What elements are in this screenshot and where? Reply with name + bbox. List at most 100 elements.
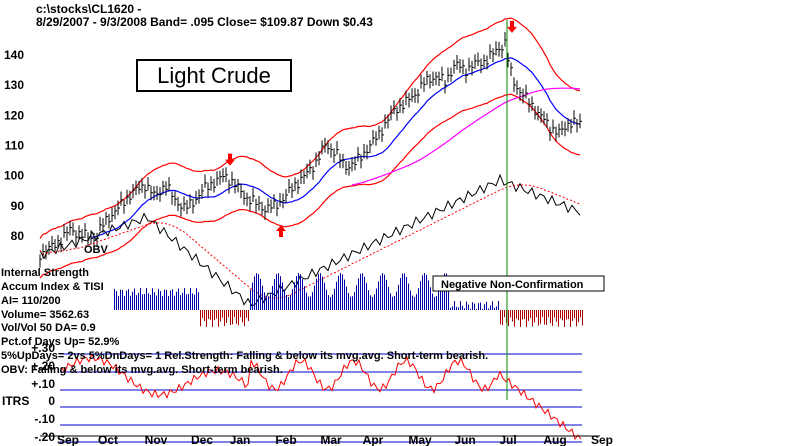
accum-bar bbox=[354, 291, 355, 310]
accum-bar bbox=[312, 292, 313, 310]
accum-bar bbox=[334, 288, 335, 310]
x-tick-label: Mar bbox=[320, 433, 342, 446]
accum-bar bbox=[488, 308, 489, 310]
accum-bar bbox=[344, 279, 345, 310]
accum-bar bbox=[384, 274, 385, 310]
itrs-tick-5: -.10 bbox=[34, 412, 55, 426]
accum-bar bbox=[246, 310, 247, 318]
accum-bar bbox=[464, 308, 465, 310]
accum-bar bbox=[202, 310, 203, 318]
accum-bar bbox=[162, 295, 163, 310]
accum-bar bbox=[528, 310, 529, 321]
obv-line bbox=[39, 173, 581, 307]
accum-bar bbox=[440, 284, 441, 310]
accum-bar bbox=[138, 292, 139, 310]
accum-bar bbox=[196, 288, 197, 310]
accum-bar bbox=[204, 310, 205, 321]
obv-label: OBV bbox=[84, 244, 109, 256]
accum-bar bbox=[178, 288, 179, 310]
accum-bar bbox=[458, 307, 459, 310]
y-tick-label: 80 bbox=[11, 229, 25, 243]
accum-bar bbox=[310, 296, 311, 310]
x-tick-label: Oct bbox=[98, 433, 118, 446]
stat-vol-ratio: Vol/Vol 50 DA= 0.9 bbox=[1, 322, 96, 334]
accum-bar bbox=[432, 293, 433, 310]
stat-accum-index: Accum Index & TISI bbox=[1, 281, 104, 293]
accum-bar bbox=[346, 286, 347, 310]
accum-bar bbox=[304, 286, 305, 310]
accum-bar bbox=[372, 296, 373, 310]
accum-bar bbox=[160, 291, 161, 310]
accum-bar bbox=[454, 301, 455, 310]
x-tick-label: Jul bbox=[499, 433, 516, 446]
accum-bar bbox=[336, 281, 337, 310]
stat-ai: AI= 110/200 bbox=[1, 295, 61, 307]
accum-bar bbox=[462, 305, 463, 310]
accum-bar bbox=[418, 288, 419, 310]
itrs-series bbox=[61, 352, 582, 440]
x-tick-label: Aug bbox=[543, 433, 566, 446]
itrs-label: ITRS bbox=[2, 394, 29, 408]
y-tick-label: 120 bbox=[4, 108, 24, 122]
accum-bar bbox=[472, 302, 473, 310]
accum-bar bbox=[484, 304, 485, 310]
accum-bar bbox=[116, 291, 117, 310]
buy-arrow bbox=[276, 224, 286, 237]
accum-bar bbox=[564, 310, 565, 327]
accum-bar bbox=[316, 278, 317, 310]
accum-bar bbox=[554, 310, 555, 318]
accum-bar bbox=[232, 310, 233, 325]
accum-bar bbox=[364, 276, 365, 310]
y-tick-label: 100 bbox=[4, 169, 24, 183]
accum-bar bbox=[450, 307, 451, 310]
accum-bar bbox=[142, 294, 143, 310]
accum-bar bbox=[164, 289, 165, 310]
accum-bar bbox=[242, 310, 243, 323]
y-tick-label: 140 bbox=[4, 48, 24, 62]
accum-bar bbox=[146, 288, 147, 310]
accum-bar bbox=[234, 310, 235, 318]
price-bars bbox=[39, 32, 582, 268]
accum-bar bbox=[296, 276, 297, 310]
accum-bar bbox=[298, 273, 299, 310]
accum-bar bbox=[442, 277, 443, 310]
accum-bar bbox=[132, 291, 133, 310]
accum-bar bbox=[256, 273, 257, 310]
accum-bar bbox=[220, 310, 221, 322]
accum-bar bbox=[240, 310, 241, 318]
y-tick-label: 90 bbox=[11, 199, 25, 213]
chart-title: Light Crude bbox=[157, 63, 271, 88]
accum-bar bbox=[388, 286, 389, 310]
accum-bar bbox=[492, 301, 493, 310]
accum-bar bbox=[258, 274, 259, 310]
accum-bar bbox=[582, 310, 583, 326]
accum-bar bbox=[552, 310, 553, 326]
accum-bar bbox=[470, 308, 471, 310]
accum-bar bbox=[524, 310, 525, 319]
accum-bar bbox=[286, 294, 287, 310]
accum-bar bbox=[144, 293, 145, 310]
accum-bar bbox=[182, 292, 183, 310]
lower-band bbox=[39, 93, 581, 279]
stat-updays-rel-strength: 5%UpDays= 2vs 5%DnDays= 1 Rel.Strength: … bbox=[1, 350, 488, 362]
accum-bar bbox=[308, 296, 309, 310]
accum-bar bbox=[190, 288, 191, 310]
accum-bar bbox=[536, 310, 537, 318]
accum-bar bbox=[558, 310, 559, 327]
accum-bar bbox=[192, 293, 193, 310]
accum-bar bbox=[150, 294, 151, 310]
accum-bar bbox=[252, 282, 253, 310]
accum-bar bbox=[184, 288, 185, 310]
accum-bar bbox=[444, 273, 445, 310]
accum-bar bbox=[380, 275, 381, 310]
accum-bar bbox=[352, 296, 353, 310]
accum-bar bbox=[212, 310, 213, 327]
accum-bar bbox=[302, 279, 303, 310]
accum-bar bbox=[400, 278, 401, 310]
accum-bar bbox=[254, 276, 255, 310]
bollinger-bands bbox=[39, 17, 581, 279]
accum-bar bbox=[390, 293, 391, 310]
accum-bar bbox=[436, 295, 437, 310]
accum-bar bbox=[478, 303, 479, 310]
annotation-box bbox=[432, 275, 605, 292]
